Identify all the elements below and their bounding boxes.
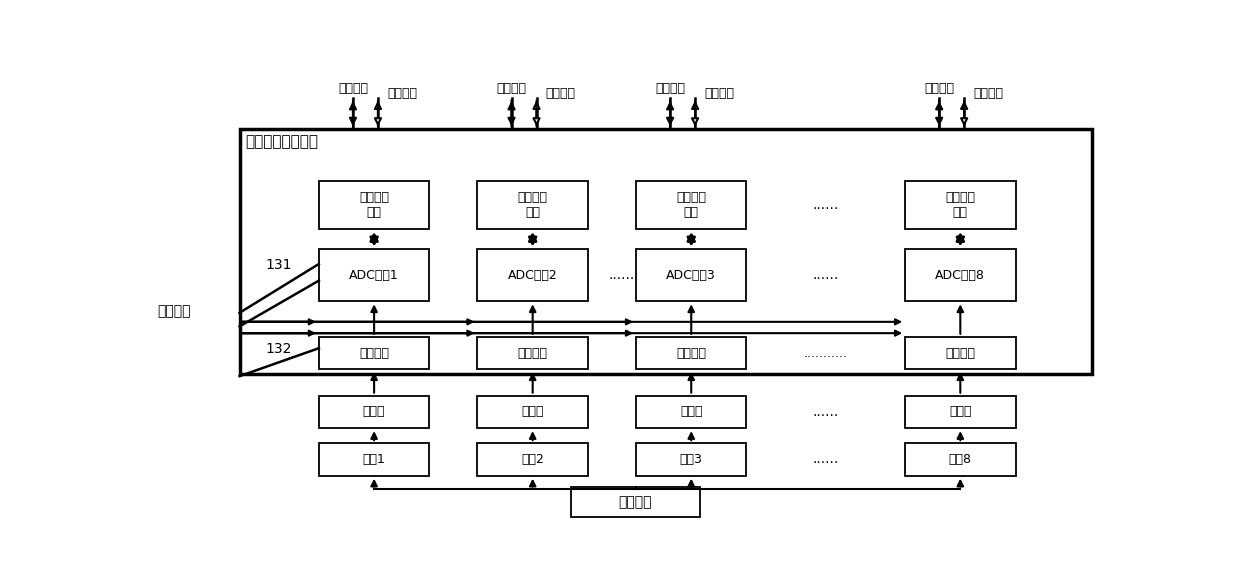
Bar [905, 396, 1016, 428]
Bar [319, 443, 429, 476]
Text: 信号调理: 信号调理 [517, 346, 548, 360]
Bar [905, 337, 1016, 369]
Bar [477, 396, 588, 428]
Bar [319, 337, 429, 369]
Bar [905, 443, 1016, 476]
Bar [905, 249, 1016, 302]
Text: ......: ...... [812, 453, 839, 466]
Text: ADC通道8: ADC通道8 [935, 269, 986, 282]
Text: ...........: ........... [804, 346, 848, 360]
Bar [636, 337, 746, 369]
Bar [636, 182, 746, 229]
Bar [636, 249, 746, 302]
Text: 回波波形采集模块: 回波波形采集模块 [246, 134, 319, 149]
Text: 控制信号: 控制信号 [496, 82, 527, 95]
Text: 采样频率
选择: 采样频率 选择 [945, 191, 976, 219]
Text: ......: ...... [812, 269, 839, 282]
Text: ADC通道3: ADC通道3 [666, 269, 717, 282]
Bar [636, 396, 746, 428]
Bar [477, 443, 588, 476]
Text: 信号调理: 信号调理 [945, 346, 976, 360]
Text: 串行数据: 串行数据 [704, 87, 734, 100]
Text: 采样频率
选择: 采样频率 选择 [676, 191, 707, 219]
Text: ......: ...... [812, 198, 839, 212]
Text: 波束8: 波束8 [949, 453, 972, 466]
Text: 波束2: 波束2 [521, 453, 544, 466]
Text: 132: 132 [265, 342, 291, 356]
Text: 换能器: 换能器 [680, 406, 703, 419]
Text: 控制信号: 控制信号 [655, 82, 684, 95]
Text: 换能器: 换能器 [363, 406, 386, 419]
Bar [319, 249, 429, 302]
Bar [239, 129, 1092, 374]
Text: 换能器: 换能器 [522, 406, 544, 419]
Text: 信号调理: 信号调理 [360, 346, 389, 360]
Text: 回波信号: 回波信号 [619, 495, 652, 509]
Text: 波束1: 波束1 [362, 453, 386, 466]
Text: 同步时钟: 同步时钟 [157, 304, 191, 318]
Text: 换能器: 换能器 [949, 406, 972, 419]
Text: 信号调理: 信号调理 [676, 346, 707, 360]
Text: ......: ...... [812, 405, 839, 419]
Text: 控制信号: 控制信号 [339, 82, 368, 95]
Text: 采样频率
选择: 采样频率 选择 [360, 191, 389, 219]
Bar [477, 182, 588, 229]
Text: 串行数据: 串行数据 [546, 87, 575, 100]
Text: 采样频率
选择: 采样频率 选择 [517, 191, 548, 219]
Bar [319, 396, 429, 428]
Bar [570, 487, 701, 516]
Bar [319, 182, 429, 229]
Text: ADC通道1: ADC通道1 [350, 269, 399, 282]
Bar [477, 249, 588, 302]
Bar [905, 182, 1016, 229]
Text: 串行数据: 串行数据 [387, 87, 417, 100]
Text: 波束3: 波束3 [680, 453, 703, 466]
Bar [636, 443, 746, 476]
Text: 控制信号: 控制信号 [924, 82, 954, 95]
Text: 131: 131 [265, 258, 291, 272]
Text: ADC通道2: ADC通道2 [508, 269, 558, 282]
Text: ......: ...... [609, 269, 635, 282]
Bar [477, 337, 588, 369]
Text: 串行数据: 串行数据 [973, 87, 1003, 100]
